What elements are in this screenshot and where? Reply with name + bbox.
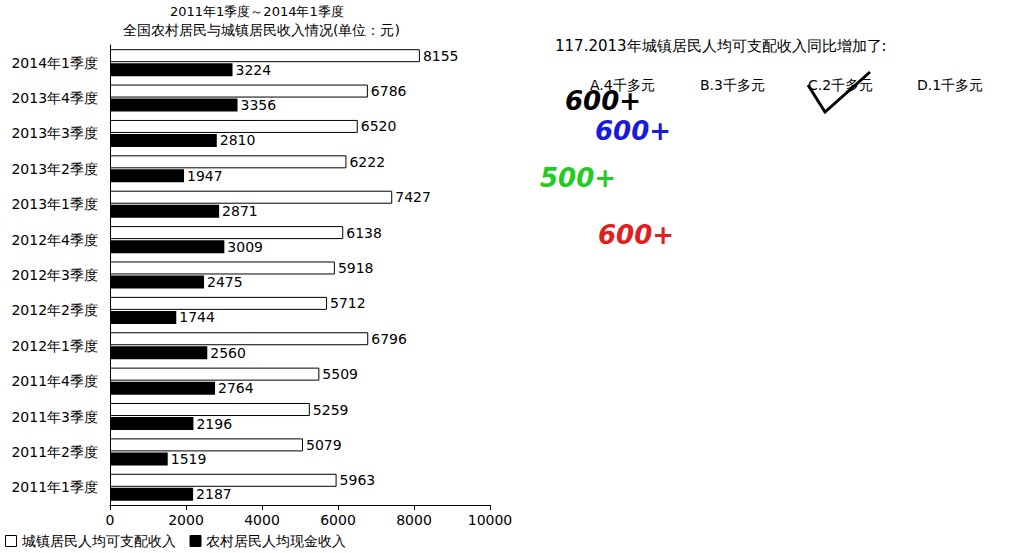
svg-text:2196: 2196: [196, 416, 232, 432]
svg-text:600+: 600+: [598, 220, 674, 250]
svg-text:2011年3季度: 2011年3季度: [11, 409, 98, 425]
svg-text:2000: 2000: [168, 512, 204, 528]
svg-text:5963: 5963: [340, 472, 376, 488]
svg-text:5918: 5918: [338, 260, 374, 276]
svg-text:8000: 8000: [396, 512, 432, 528]
svg-text:6786: 6786: [371, 83, 407, 99]
svg-text:600+: 600+: [595, 116, 671, 146]
svg-text:6520: 6520: [361, 118, 397, 134]
svg-text:1744: 1744: [179, 309, 215, 325]
svg-text:5712: 5712: [330, 295, 366, 311]
svg-text:600+: 600+: [565, 86, 641, 116]
svg-text:5509: 5509: [322, 366, 358, 382]
svg-text:500+: 500+: [540, 163, 616, 193]
svg-text:C.2千多元: C.2千多元: [808, 77, 874, 93]
svg-text:2011年1季度: 2011年1季度: [11, 479, 98, 495]
svg-text:10000: 10000: [468, 512, 513, 528]
svg-text:2560: 2560: [210, 345, 246, 361]
svg-text:1947: 1947: [187, 168, 223, 184]
svg-text:2475: 2475: [207, 274, 243, 290]
svg-text:5259: 5259: [313, 402, 349, 418]
svg-text:3009: 3009: [227, 239, 263, 255]
svg-text:B.3千多元: B.3千多元: [700, 77, 765, 93]
svg-text:A.4千多元: A.4千多元: [590, 77, 655, 93]
svg-text:6000: 6000: [320, 512, 356, 528]
svg-text:3224: 3224: [236, 62, 272, 78]
svg-text:2764: 2764: [218, 380, 254, 396]
svg-text:2012年2季度: 2012年2季度: [11, 302, 98, 318]
svg-text:2013年1季度: 2013年1季度: [11, 196, 98, 212]
svg-text:2012年4季度: 2012年4季度: [11, 232, 98, 248]
svg-text:2011年4季度: 2011年4季度: [11, 373, 98, 389]
svg-text:农村居民人均现金收入: 农村居民人均现金收入: [206, 533, 346, 549]
svg-text:6138: 6138: [346, 225, 382, 241]
svg-text:2012年3季度: 2012年3季度: [11, 267, 98, 283]
svg-text:2871: 2871: [222, 203, 258, 219]
svg-text:1519: 1519: [171, 451, 207, 467]
svg-text:3356: 3356: [241, 97, 277, 113]
svg-text:2810: 2810: [220, 132, 256, 148]
svg-text:4000: 4000: [244, 512, 280, 528]
svg-text:2187: 2187: [196, 486, 232, 502]
svg-text:全国农村居民与城镇居民收入情况(单位：元): 全国农村居民与城镇居民收入情况(单位：元): [123, 22, 400, 38]
svg-text:2013年3季度: 2013年3季度: [11, 125, 98, 141]
svg-text:2013年4季度: 2013年4季度: [11, 90, 98, 106]
svg-text:6222: 6222: [349, 154, 385, 170]
svg-text:6796: 6796: [371, 331, 407, 347]
svg-text:5079: 5079: [306, 437, 342, 453]
svg-text:2012年1季度: 2012年1季度: [11, 338, 98, 354]
svg-text:2014年1季度: 2014年1季度: [11, 55, 98, 71]
svg-text:2011年1季度～2014年1季度: 2011年1季度～2014年1季度: [170, 4, 344, 19]
svg-text:0: 0: [106, 512, 115, 528]
svg-text:117.2013年城镇居民人均可支配收入同比增加了:: 117.2013年城镇居民人均可支配收入同比增加了:: [555, 37, 887, 55]
svg-text:城镇居民人均可支配收入: 城镇居民人均可支配收入: [21, 533, 176, 549]
svg-text:7427: 7427: [395, 189, 431, 205]
svg-text:8155: 8155: [423, 48, 459, 64]
svg-text:2011年2季度: 2011年2季度: [11, 444, 98, 460]
svg-text:D.1千多元: D.1千多元: [917, 77, 983, 93]
svg-text:2013年2季度: 2013年2季度: [11, 161, 98, 177]
